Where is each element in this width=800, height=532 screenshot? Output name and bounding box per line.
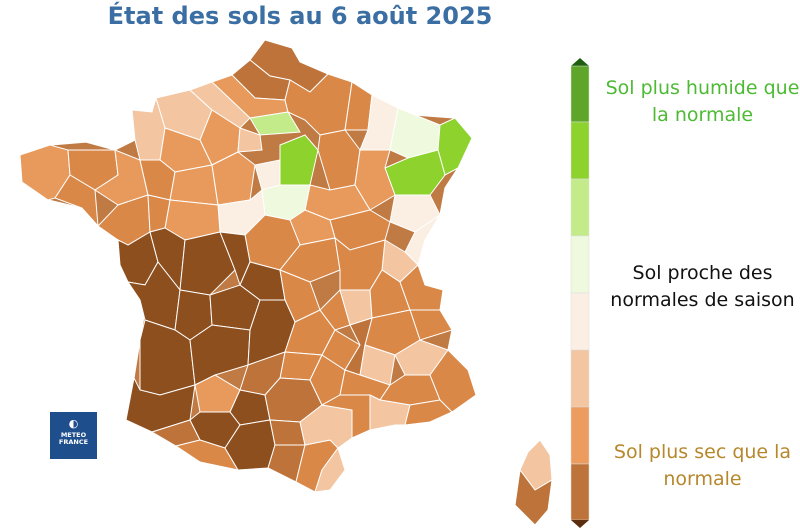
map-title: État des sols au 6 août 2025 xyxy=(107,2,493,30)
logo-name: METEO FRANCE xyxy=(58,431,89,446)
meteo-france-emblem-icon: ◐ xyxy=(68,417,79,430)
meteo-france-logo: ◐ METEO FRANCE xyxy=(50,412,97,459)
region-tarn xyxy=(269,419,306,446)
legend-seg-5 xyxy=(570,349,590,408)
legend-color-scale xyxy=(570,58,590,528)
region-pyr-orientales xyxy=(314,446,346,493)
legend-seg-3 xyxy=(570,235,590,294)
legend-label-wet: Sol plus humide que la normale xyxy=(605,77,800,126)
legend-seg-0 xyxy=(570,65,590,123)
legend-seg-7 xyxy=(570,463,590,521)
legend-seg-1 xyxy=(570,121,590,180)
legend-label-dry: Sol plus sec que la normale xyxy=(613,441,792,490)
legend-seg-6 xyxy=(570,406,590,465)
legend-label-normal: Sol proche des normales de saison xyxy=(610,262,795,311)
region-oise xyxy=(249,111,301,136)
region-nievre xyxy=(279,237,341,283)
legend-seg-2 xyxy=(570,178,590,237)
region-var xyxy=(404,399,453,426)
legend-seg-4 xyxy=(570,292,590,351)
legend-arrow-top xyxy=(571,58,589,66)
region-val-oise xyxy=(237,127,263,153)
legend-arrow-bottom xyxy=(571,520,589,528)
region-moselle xyxy=(389,107,441,159)
region-doubs xyxy=(404,214,441,266)
region-eure-loir xyxy=(211,151,256,206)
region-morbihan xyxy=(54,174,99,228)
region-vienne xyxy=(179,231,236,296)
region-corse-du-sud xyxy=(514,468,553,526)
